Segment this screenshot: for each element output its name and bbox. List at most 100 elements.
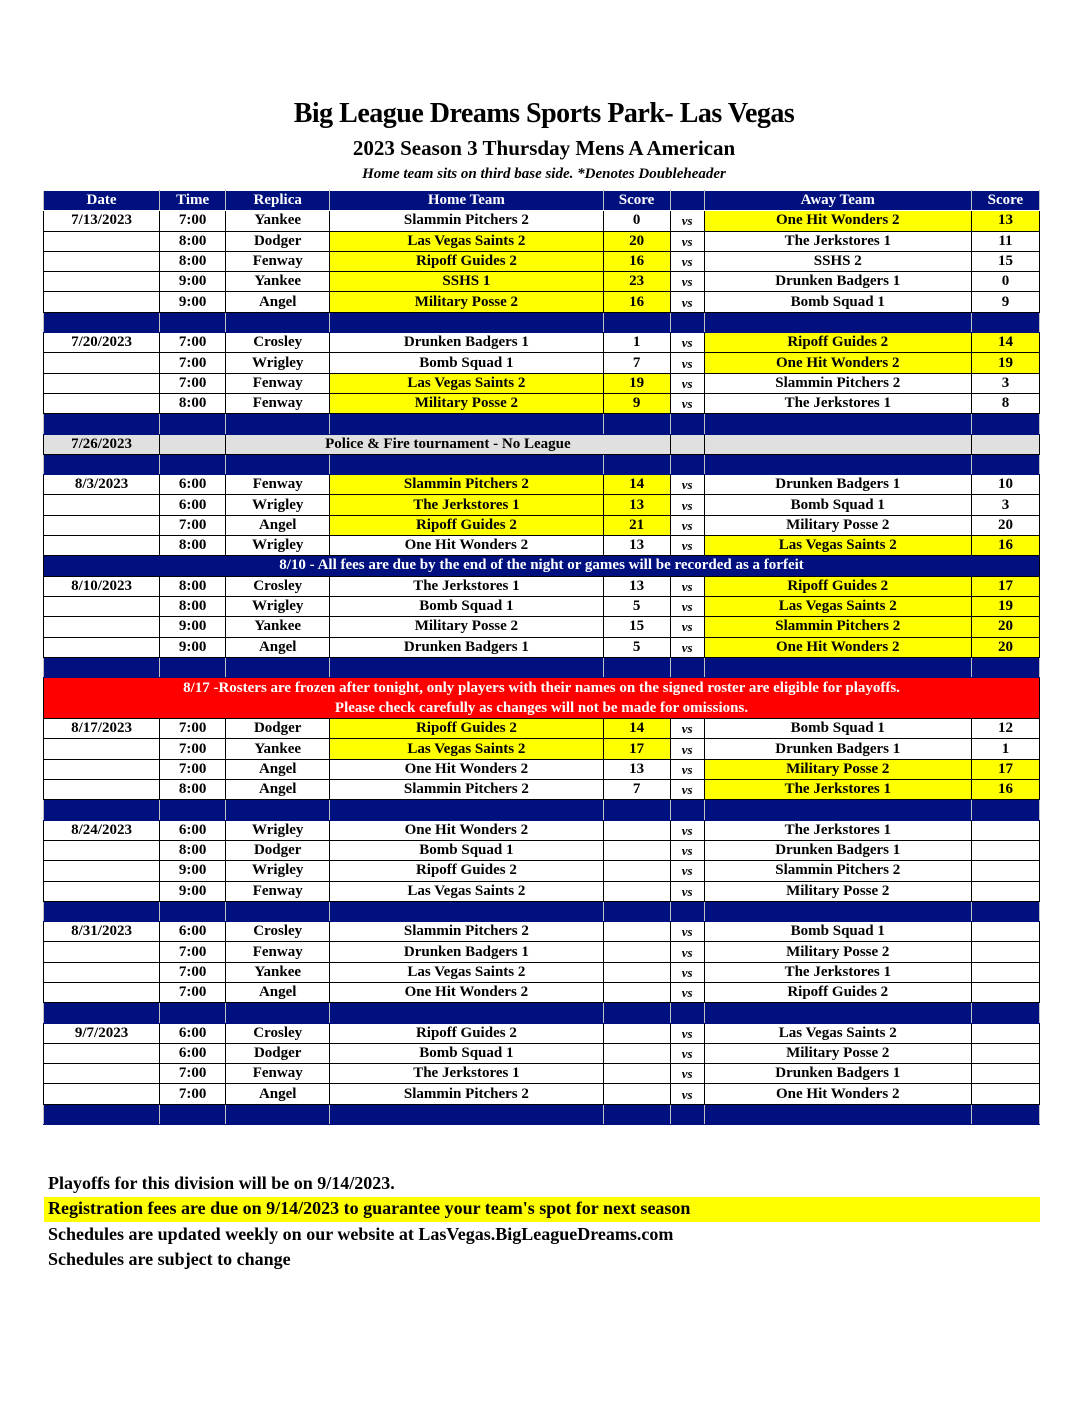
- home-score-cell: 19: [602, 372, 671, 394]
- separator-cell: [42, 1002, 161, 1024]
- home-team-cell: Bomb Squad 1: [329, 595, 604, 618]
- time-cell: 6:00: [159, 494, 227, 516]
- date-cell: 7/13/2023: [42, 210, 161, 232]
- date-cell: [42, 779, 161, 801]
- vs-cell: vs: [669, 961, 705, 983]
- home-team-cell: One Hit Wonders 2: [329, 535, 604, 557]
- away-team-cell: One Hit Wonders 2: [703, 1083, 972, 1105]
- away-score-cell: 11: [970, 230, 1041, 252]
- time-cell: 7:00: [159, 352, 227, 374]
- game-row: 7:00 Fenway Drunken Badgers 1 vs Military Po…: [42, 941, 1041, 963]
- away-score-cell: [970, 941, 1041, 963]
- home-score-cell: 20: [602, 230, 671, 252]
- time-cell: 9:00: [159, 636, 227, 658]
- score-cell: [970, 433, 1041, 455]
- home-team-cell: Drunken Badgers 1: [329, 636, 604, 658]
- replica-cell: Fenway: [225, 392, 331, 415]
- alert-line-2: Please check carefully as changes will n…: [334, 700, 749, 717]
- away-team-cell: Military Posse 2: [703, 514, 972, 537]
- date-cell: [42, 271, 161, 293]
- separator-cell: [602, 799, 671, 821]
- footer-subject: Schedules are subject to change: [48, 1249, 291, 1269]
- time-cell: 7:00: [159, 332, 227, 354]
- away-score-cell: 13: [970, 210, 1041, 232]
- home-score-cell: [602, 1022, 671, 1044]
- away-score-cell: 8: [970, 392, 1041, 415]
- separator-cell: [159, 413, 227, 435]
- replica-cell: Crosley: [225, 575, 331, 597]
- game-row: 7/13/2023 7:00 Yankee Slammin Pitchers 2 0 vs…: [42, 210, 1041, 232]
- col-time: Time: [159, 189, 227, 212]
- vs-cell: vs: [669, 636, 705, 658]
- time-cell: 7:00: [159, 718, 227, 740]
- home-team-cell: One Hit Wonders 2: [329, 819, 604, 841]
- vs-cell: vs: [669, 880, 705, 902]
- away-team-cell: The Jerkstores 1: [703, 961, 972, 983]
- separator-cell: [225, 413, 331, 435]
- away-team-cell: Drunken Badgers 1: [703, 738, 972, 760]
- away-team-cell: Las Vegas Saints 2: [703, 1022, 972, 1044]
- separator-cell: [42, 799, 161, 821]
- separator-cell: [225, 453, 331, 476]
- time-cell: 6:00: [159, 1022, 227, 1044]
- game-row: 8:00 Wrigley One Hit Wonders 2 13 vs Las Vega…: [42, 535, 1041, 557]
- away-team-cell: One Hit Wonders 2: [703, 636, 972, 658]
- home-score-cell: 17: [602, 738, 671, 760]
- home-score-cell: 0: [602, 210, 671, 232]
- home-score-cell: [602, 880, 671, 902]
- vs-cell: vs: [669, 332, 705, 354]
- registration-highlight: [44, 1197, 1040, 1222]
- date-cell: [42, 941, 161, 963]
- home-team-cell: Ripoff Guides 2: [329, 860, 604, 882]
- separator-row: [42, 1103, 1041, 1126]
- separator-cell: [225, 799, 331, 821]
- home-score-cell: 1: [602, 332, 671, 354]
- date-cell: [42, 1063, 161, 1085]
- date-cell: [42, 616, 161, 638]
- away-score-cell: [970, 921, 1041, 943]
- game-row: 8/17/2023 7:00 Dodger Ripoff Guides 2 14 vs Bo…: [42, 718, 1041, 740]
- away-team-cell: Military Posse 2: [703, 1042, 972, 1065]
- time-cell: [159, 433, 227, 455]
- vs-cell: vs: [669, 738, 705, 760]
- date-cell: [42, 372, 161, 394]
- replica-cell: Angel: [225, 981, 331, 1004]
- separator-cell: [703, 1002, 972, 1024]
- separator-cell: [42, 656, 161, 679]
- home-team-cell: Military Posse 2: [329, 392, 604, 415]
- separator-cell: [669, 799, 705, 821]
- page-note: Home team sits on third base side. *Deno…: [362, 166, 726, 182]
- time-cell: 9:00: [159, 880, 227, 902]
- alert-line-1: 8/17 -Rosters are frozen after tonight, …: [183, 680, 900, 697]
- time-cell: 6:00: [159, 1042, 227, 1065]
- home-score-cell: 9: [602, 392, 671, 415]
- separator-row: [42, 900, 1041, 923]
- game-row: 8/3/2023 6:00 Fenway Slammin Pitchers 2 14 vs…: [42, 474, 1041, 496]
- home-score-cell: [602, 1063, 671, 1085]
- home-team-cell: Las Vegas Saints 2: [329, 880, 604, 902]
- vs-cell: vs: [669, 1063, 705, 1085]
- away-team-cell: Military Posse 2: [703, 758, 972, 781]
- vs-cell: vs: [669, 981, 705, 1004]
- separator-cell: [329, 1002, 604, 1024]
- time-cell: 8:00: [159, 595, 227, 618]
- away-score-cell: 10: [970, 474, 1041, 496]
- home-team-cell: Bomb Squad 1: [329, 839, 604, 862]
- time-cell: 9:00: [159, 616, 227, 638]
- home-team-cell: Las Vegas Saints 2: [329, 372, 604, 394]
- date-cell: [42, 961, 161, 983]
- time-cell: 7:00: [159, 738, 227, 760]
- vs-cell: vs: [669, 1042, 705, 1065]
- game-row: 8:00 Dodger Las Vegas Saints 2 20 vs The Jerk…: [42, 230, 1041, 252]
- table-header-row: Date Time Replica Home Team Score Away T…: [42, 189, 1041, 212]
- separator-cell: [42, 900, 161, 923]
- home-team-cell: Drunken Badgers 1: [329, 332, 604, 354]
- game-row: 8:00 Wrigley Bomb Squad 1 5 vs Las Vegas Sain…: [42, 595, 1041, 618]
- replica-cell: Yankee: [225, 616, 331, 638]
- away-team-cell: Military Posse 2: [703, 880, 972, 902]
- separator-cell: [159, 799, 227, 821]
- away-team-cell: Slammin Pitchers 2: [703, 372, 972, 394]
- game-row: 9:00 Yankee Military Posse 2 15 vs Slammin Pi…: [42, 616, 1041, 638]
- vs-cell: vs: [669, 921, 705, 943]
- date-cell: 7/20/2023: [42, 332, 161, 354]
